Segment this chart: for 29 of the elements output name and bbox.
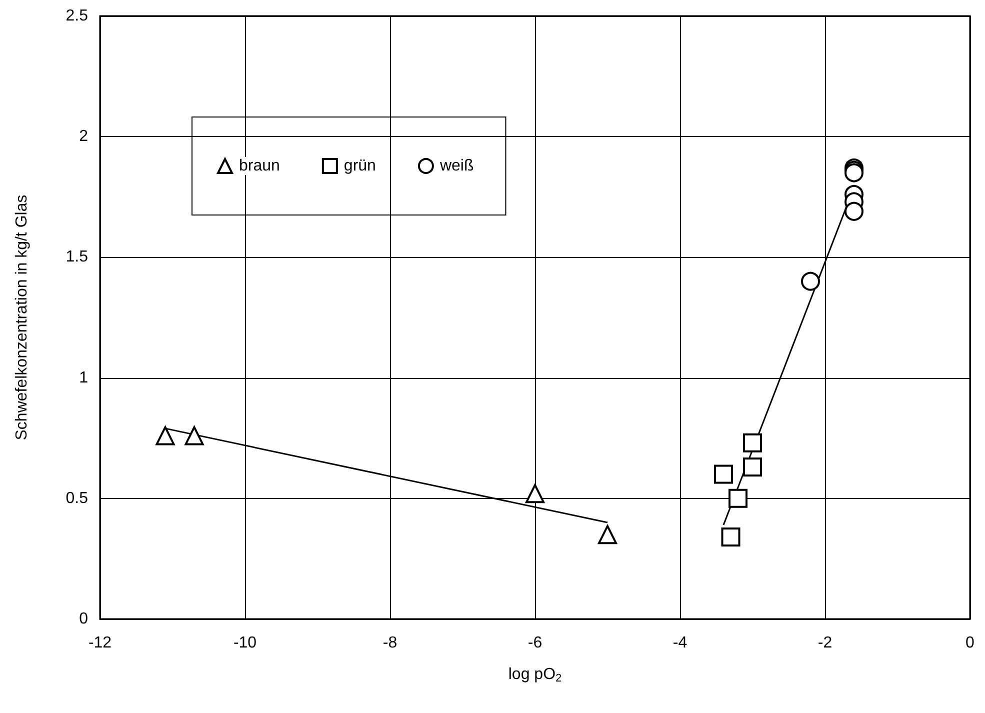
x-tick-label: -8 [382, 634, 398, 652]
point [714, 464, 733, 484]
x-tick-label: -10 [233, 634, 257, 652]
point [184, 426, 204, 446]
y-tick-label: 1 [79, 369, 88, 386]
point [844, 202, 864, 221]
point [721, 527, 740, 546]
legend-label: grün [344, 158, 376, 174]
point [743, 433, 762, 452]
x-tick-label: 0 [966, 634, 975, 652]
legend-label: braun [239, 158, 280, 174]
point [844, 163, 864, 182]
point [526, 484, 544, 504]
point [801, 272, 820, 291]
x-tick-label: -4 [672, 634, 688, 652]
point [598, 525, 617, 544]
y-tick-label: 2.5 [66, 8, 88, 24]
x-tick-label: -6 [528, 634, 542, 652]
legend-label: weiß [438, 158, 474, 174]
y-tick-label: 0.5 [66, 490, 88, 507]
y-tick-label: 1.5 [66, 248, 88, 266]
point [156, 426, 175, 446]
y-tick-label: 0 [79, 610, 88, 628]
x-tick-label: -2 [818, 634, 832, 652]
point [743, 458, 762, 477]
y-axis-title: Schwefelkonzentration in kg/t Glas [14, 194, 30, 440]
y-tick-label: 2 [79, 128, 88, 146]
point [728, 488, 748, 508]
x-tick-label: -12 [88, 634, 112, 652]
